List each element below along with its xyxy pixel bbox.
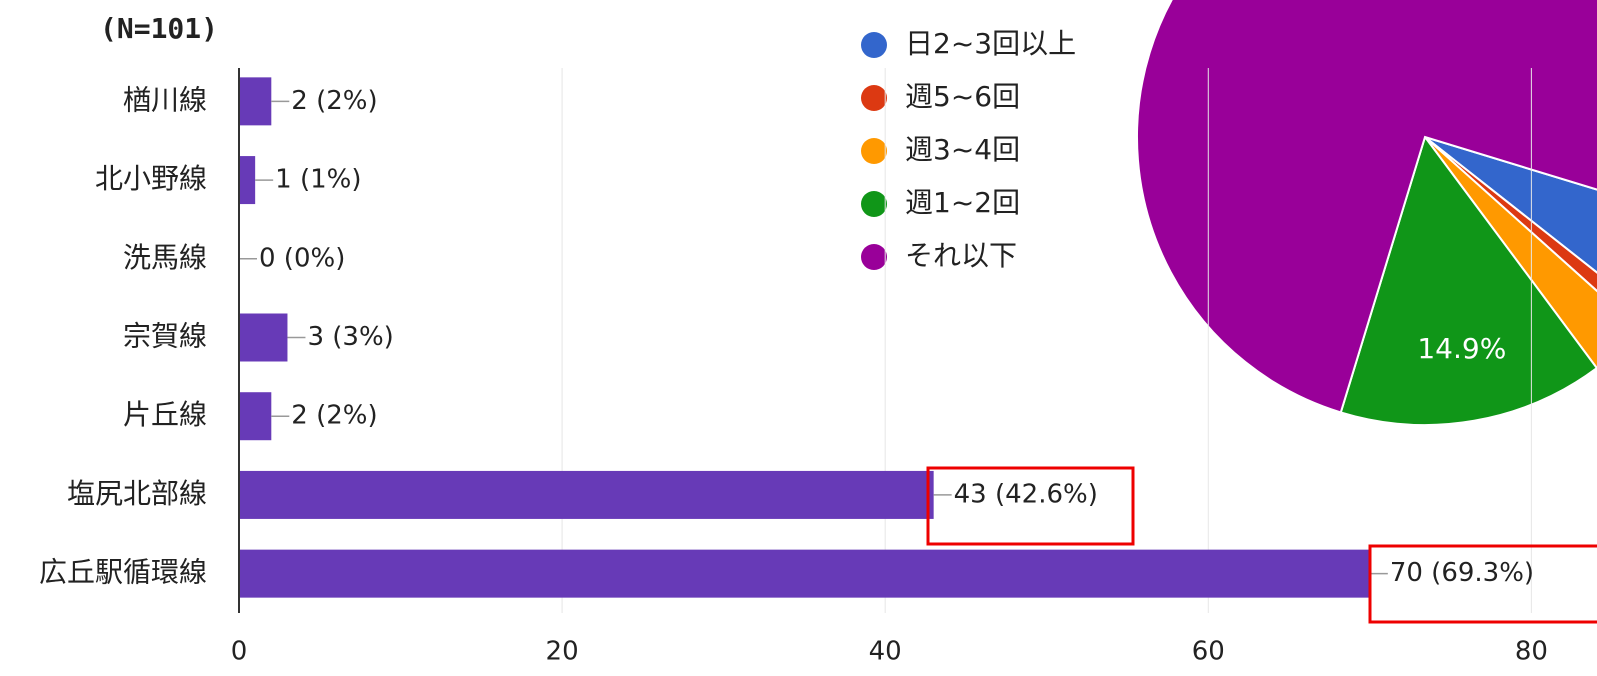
pie-slice: [1136, 0, 1597, 414]
highlight-box: [1368, 544, 1597, 624]
bar: [239, 156, 256, 205]
bar: [239, 549, 1370, 598]
legend-label: 週3~4回: [905, 133, 1020, 166]
legend-swatch: [861, 191, 887, 217]
bar: [239, 392, 272, 441]
value-label: 2 (2%): [291, 86, 377, 116]
highlight-box: [926, 466, 1135, 546]
pie-slice: [1339, 134, 1597, 426]
x-tick-label: 20: [546, 637, 579, 667]
category-label: 楢川線: [123, 83, 207, 116]
legend-swatch: [861, 138, 887, 164]
category-label: 片丘線: [123, 398, 207, 431]
category-label: 広丘駅循環線: [39, 556, 207, 589]
legend-swatch: [861, 244, 887, 270]
legend-swatch: [861, 85, 887, 111]
bar: [239, 470, 934, 519]
bar: [239, 77, 272, 126]
legend-label: それ以下: [905, 239, 1017, 272]
legend-label: 週1~2回: [905, 186, 1020, 219]
category-label: 宗賀線: [123, 320, 207, 353]
subtitle: (N=101): [100, 12, 218, 45]
x-tick-label: 80: [1515, 637, 1548, 667]
value-label: 0 (0%): [259, 243, 345, 273]
x-tick-label: 0: [231, 637, 248, 667]
legend-label: 週5~6回: [905, 80, 1020, 113]
value-label: 1 (1%): [275, 165, 361, 195]
category-label: 北小野線: [95, 162, 207, 195]
x-tick-label: 40: [869, 637, 902, 667]
legend-swatch: [861, 32, 887, 58]
value-label: 2 (2%): [291, 401, 377, 431]
bar: [239, 313, 288, 362]
category-label: 塩尻北部線: [67, 477, 207, 510]
slice-label: 14.9%: [1417, 332, 1506, 365]
value-label: 43 (42.6%): [954, 479, 1098, 509]
legend-label: 日2~3回以上: [905, 27, 1076, 60]
x-tick-label: 60: [1192, 637, 1225, 667]
value-label: 70 (69.3%): [1390, 558, 1534, 588]
category-label: 洗馬線: [123, 241, 207, 274]
value-label: 3 (3%): [307, 322, 393, 352]
